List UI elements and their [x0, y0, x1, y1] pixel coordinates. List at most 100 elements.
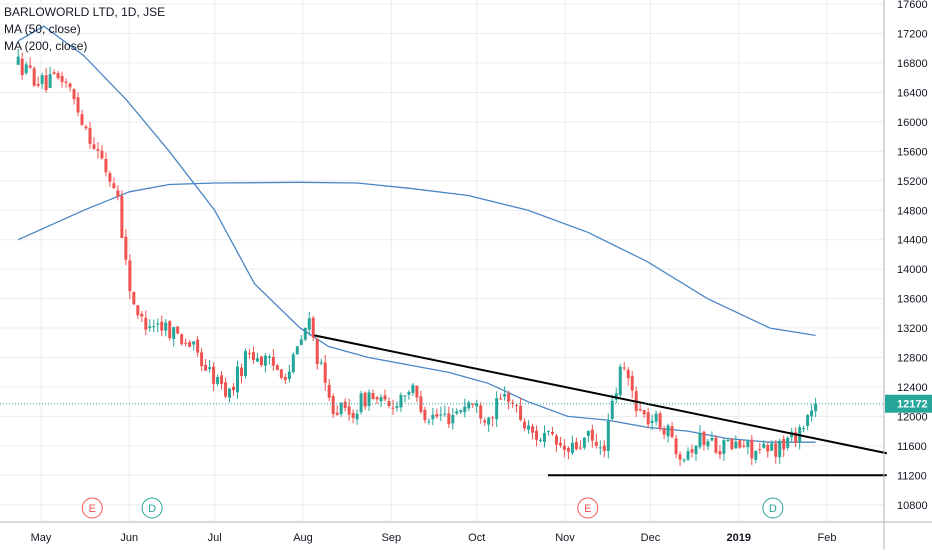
candle-body: [690, 449, 694, 453]
candle-body: [395, 406, 399, 408]
candle-body: [746, 440, 750, 448]
y-tick-label: 14400: [897, 235, 928, 247]
moving-averages: [17, 25, 816, 443]
candle-body: [168, 321, 172, 338]
candle-body: [120, 195, 124, 238]
candle-body: [96, 149, 100, 151]
candle-body: [88, 127, 92, 144]
candle-body: [451, 415, 455, 424]
candle-body: [112, 183, 116, 189]
candle-body: [626, 369, 630, 379]
x-tick-label: Nov: [555, 532, 575, 544]
y-tick-label: 13200: [897, 323, 928, 335]
x-tick-label: Aug: [293, 532, 313, 544]
candle-body: [650, 420, 654, 423]
candle-body: [224, 382, 228, 397]
candle-body: [814, 403, 818, 412]
candle-body: [706, 441, 710, 447]
y-tick-label: 17600: [897, 0, 928, 11]
candle-body: [172, 327, 176, 340]
candle-body: [778, 440, 782, 458]
candle-body: [562, 445, 566, 450]
candle-body: [363, 392, 367, 407]
candle-body: [531, 426, 535, 433]
candle-body: [16, 56, 20, 65]
y-tick-label: 14000: [897, 264, 928, 276]
ma200-legend: MA (200, close): [4, 39, 88, 53]
candle-body: [586, 430, 590, 436]
candle-body: [164, 322, 168, 331]
candle-body: [610, 400, 614, 420]
candle-body: [208, 367, 212, 370]
candle-body: [176, 326, 180, 334]
candle-body: [762, 443, 766, 448]
candle-body: [335, 412, 339, 415]
candle-body: [578, 447, 582, 449]
x-tick-label: 2019: [726, 532, 750, 544]
candle-body: [216, 377, 220, 384]
candle-body: [56, 73, 60, 79]
candle-body: [263, 355, 267, 366]
candle-body: [519, 405, 523, 420]
chart-legend: BARLOWORLD LTD, 1D, JSE MA (50, close) M…: [4, 4, 165, 55]
candle-body: [479, 405, 483, 419]
candle-body: [467, 402, 471, 409]
y-tick-label: 15600: [897, 146, 928, 158]
candle-body: [255, 358, 259, 362]
candle-body: [786, 437, 790, 448]
candle-body: [375, 397, 379, 400]
candle-body: [108, 173, 112, 182]
candle-body: [311, 317, 315, 338]
candle-body: [662, 428, 666, 435]
candle-body: [64, 81, 68, 83]
candle-body: [200, 352, 204, 367]
candle-body: [670, 426, 674, 438]
candle-body: [359, 393, 363, 413]
candle-body: [527, 425, 531, 430]
candle-body: [403, 395, 407, 397]
candle-body: [383, 395, 387, 400]
candle-body: [542, 433, 546, 442]
candle-body: [251, 352, 255, 361]
candle-body: [140, 313, 144, 317]
candle-body: [124, 236, 128, 260]
candle-body: [267, 356, 271, 358]
candle-body: [411, 384, 415, 393]
candle-body: [566, 447, 570, 452]
earnings-marker: [81, 497, 103, 519]
candle-body: [435, 414, 439, 417]
candle-body: [291, 354, 295, 372]
candle-body: [782, 439, 786, 450]
x-tick-label: Jun: [120, 532, 138, 544]
candle-body: [148, 326, 152, 329]
candle-body: [443, 413, 447, 415]
symbol-title: BARLOWORLD LTD, 1D, JSE: [4, 5, 166, 19]
candle-body: [247, 353, 251, 355]
candle-body: [80, 114, 84, 125]
candle-body: [371, 392, 375, 400]
candle-body: [180, 334, 184, 344]
y-tick-label: 11200: [897, 470, 927, 482]
candle-body: [742, 445, 746, 447]
candle-body: [602, 445, 606, 452]
candle-body: [259, 356, 263, 366]
y-tick-label: 15200: [897, 176, 928, 188]
candle-body: [582, 437, 586, 448]
candle-body: [243, 351, 247, 377]
candle-body: [60, 76, 64, 83]
candle-body: [483, 420, 487, 423]
candle-body: [758, 448, 762, 450]
candle-body: [391, 407, 395, 409]
candle-body: [32, 68, 36, 86]
last-price-label: 12172: [897, 399, 928, 411]
candle-body: [702, 431, 706, 445]
ma50-legend: MA (50, close): [4, 22, 81, 36]
y-tick-label: 13600: [897, 294, 928, 306]
x-tick-label: Oct: [468, 532, 485, 544]
dividend-marker: [141, 497, 163, 519]
event-marker-label: E: [89, 503, 96, 515]
candle-body: [463, 406, 467, 413]
